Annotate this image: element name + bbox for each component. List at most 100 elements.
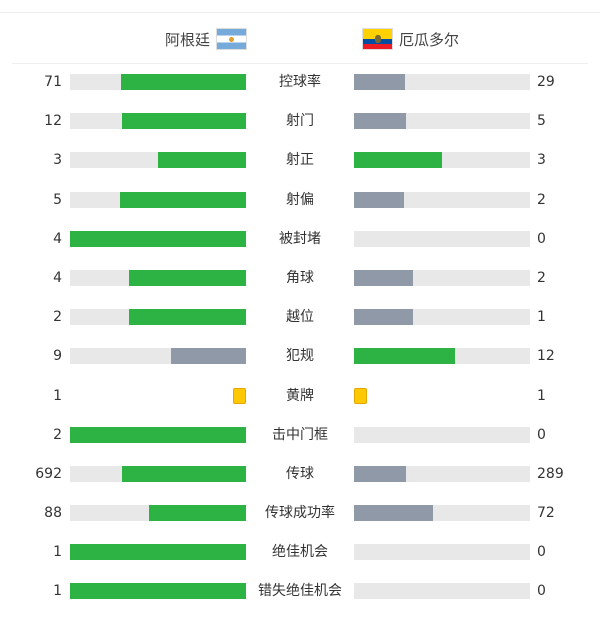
away-bar	[354, 426, 530, 443]
argentina-flag-icon	[216, 28, 247, 50]
away-bar-fill	[354, 269, 413, 286]
away-bar-fill	[354, 152, 442, 169]
away-bar	[354, 191, 530, 208]
home-bar	[70, 269, 246, 286]
stat-row: 71 控球率 29	[0, 74, 600, 113]
home-value: 692	[35, 465, 62, 482]
stat-label: 击中门框	[272, 426, 328, 443]
away-team-name: 厄瓜多尔	[399, 30, 460, 49]
home-bar	[70, 74, 246, 90]
stat-label: 控球率	[279, 74, 321, 90]
away-bar	[354, 74, 530, 90]
stat-row: 4 被封堵 0	[0, 230, 600, 270]
away-bar-fill	[354, 348, 455, 365]
away-value: 0	[537, 426, 546, 443]
home-bar-fill	[149, 505, 246, 522]
home-bar-fill	[128, 309, 246, 326]
stat-row: 2 击中门框 0	[0, 426, 600, 466]
home-value: 1	[53, 583, 62, 600]
stat-row: 1 绝佳机会 0	[0, 544, 600, 583]
home-value: 9	[53, 348, 62, 365]
stat-label: 黄牌	[286, 387, 314, 404]
home-bar	[70, 348, 246, 365]
away-value: 1	[537, 309, 546, 326]
stat-label: 被封堵	[279, 230, 321, 247]
home-team[interactable]: 阿根廷	[165, 24, 247, 54]
home-value: 71	[44, 74, 62, 90]
home-bar	[70, 309, 246, 326]
away-bar	[354, 465, 530, 482]
home-bar-fill	[121, 465, 246, 482]
home-bar	[70, 583, 246, 600]
away-value: 3	[537, 152, 546, 169]
stat-row: 12 射门 5	[0, 113, 600, 152]
stat-label: 越位	[286, 309, 314, 326]
home-bar	[70, 191, 246, 208]
away-value: 0	[537, 230, 546, 247]
stat-label: 传球	[286, 465, 314, 482]
stat-label: 传球成功率	[265, 505, 335, 522]
away-bar-fill	[354, 465, 406, 482]
home-bar-fill	[121, 113, 246, 130]
stat-label: 射正	[286, 152, 314, 169]
home-bar-fill	[70, 230, 246, 247]
header-divider	[12, 63, 588, 64]
away-team[interactable]: 厄瓜多尔	[362, 24, 459, 54]
top-divider	[0, 12, 600, 13]
home-value: 1	[53, 544, 62, 561]
away-bar	[354, 505, 530, 522]
home-bar-fill	[70, 426, 246, 443]
home-value: 4	[53, 230, 62, 247]
yellow-card-icon	[354, 387, 367, 404]
stat-row: 3 射正 3	[0, 152, 600, 191]
ecuador-flag-icon	[362, 28, 393, 50]
stat-label: 绝佳机会	[272, 544, 328, 561]
away-value: 289	[537, 465, 564, 482]
away-value: 5	[537, 113, 546, 130]
away-bar	[354, 309, 530, 326]
away-bar	[354, 230, 530, 247]
home-value: 4	[53, 269, 62, 286]
stat-row: 1 黄牌 1	[0, 387, 600, 427]
away-value: 12	[537, 348, 555, 365]
away-value: 2	[537, 191, 546, 208]
away-bar	[354, 113, 530, 130]
stat-row: 1 错失绝佳机会 0	[0, 583, 600, 622]
home-team-name: 阿根廷	[164, 30, 210, 49]
home-bar-fill	[158, 152, 246, 169]
away-bar-fill	[354, 309, 413, 326]
away-bar-fill	[354, 505, 434, 522]
away-bar	[354, 583, 530, 600]
home-bar	[70, 230, 246, 247]
stat-row: 692 传球 289	[0, 465, 600, 505]
stat-row: 2 越位 1	[0, 309, 600, 348]
stat-row: 4 角球 2	[0, 269, 600, 309]
away-value: 72	[537, 505, 555, 522]
stats-list: 71 控球率 29 12 射门 5 3 射正 3 5 射偏 2 4 被封堵 0 4 角球 2 2 越位 1 9 犯规 12 1 黄…	[0, 74, 600, 623]
match-header: 阿根廷 厄瓜多尔	[0, 24, 600, 54]
stat-row: 88 传球成功率 72	[0, 505, 600, 544]
home-value: 1	[53, 387, 62, 404]
home-value: 3	[53, 152, 62, 169]
away-value: 2	[537, 269, 546, 286]
home-bar	[70, 544, 246, 561]
home-value: 5	[53, 191, 62, 208]
home-bar-fill	[121, 74, 246, 90]
home-bar	[70, 465, 246, 482]
stat-label: 射偏	[286, 191, 314, 208]
away-bar-fill	[354, 113, 406, 130]
away-value: 29	[537, 74, 555, 90]
home-value: 88	[44, 505, 62, 522]
away-bar	[354, 544, 530, 561]
away-bar-fill	[354, 191, 405, 208]
home-value: 2	[53, 426, 62, 443]
home-bar-fill	[70, 583, 246, 600]
away-bar	[354, 152, 530, 169]
home-bar	[70, 152, 246, 169]
stat-label: 错失绝佳机会	[258, 583, 342, 600]
stat-label: 射门	[286, 113, 314, 130]
away-value: 1	[537, 387, 546, 404]
home-bar	[70, 505, 246, 522]
home-value: 12	[44, 113, 62, 130]
home-bar-fill	[70, 544, 246, 561]
